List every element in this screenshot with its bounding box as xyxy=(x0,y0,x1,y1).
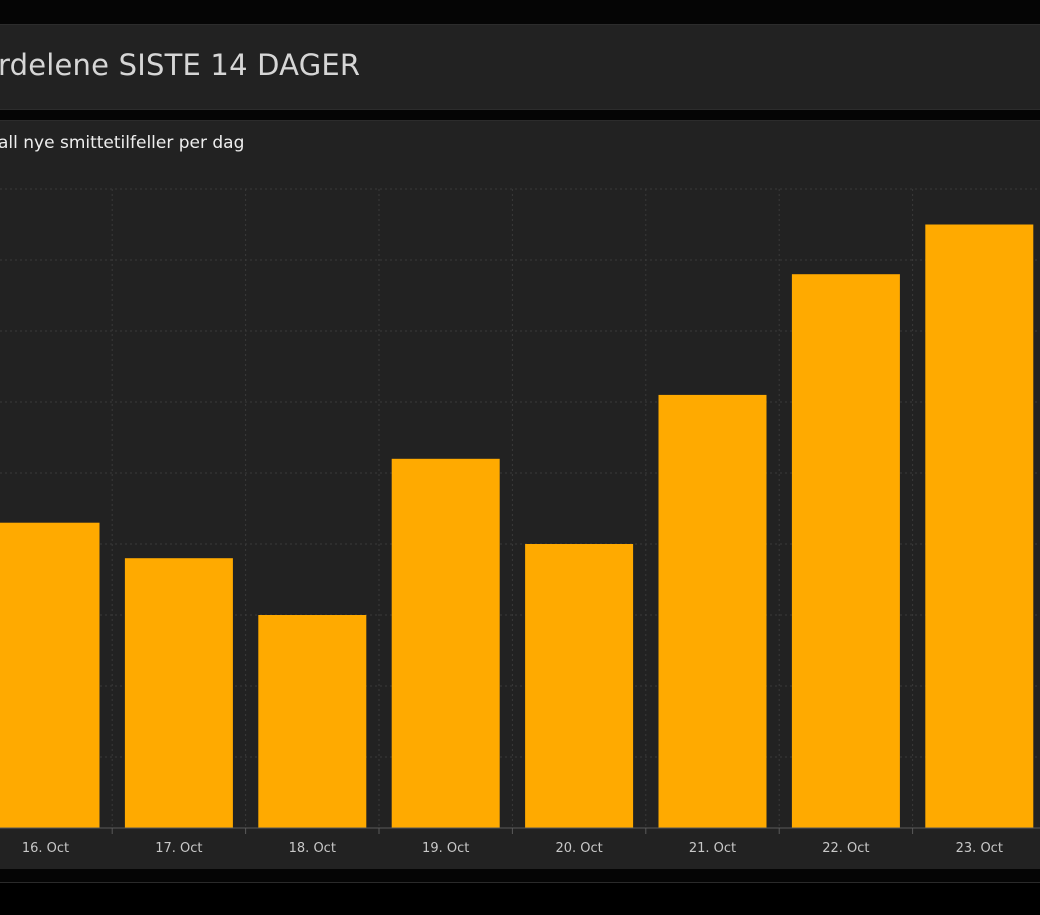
x-tick-label: 21. Oct xyxy=(689,841,736,856)
x-axis-labels: 16. Oct 17. Oct 18. Oct 19. Oct 20. Oct 21. O… xyxy=(22,841,1003,856)
x-axis xyxy=(0,827,1040,834)
bar-chart: 16. Oct 17. Oct 18. Oct 19. Oct 20. Oct 21. O… xyxy=(0,188,1040,856)
bar-16-oct xyxy=(0,522,100,828)
bar-17-oct xyxy=(124,558,233,828)
bar-19-oct xyxy=(391,458,500,828)
chart-subtitle: all nye smittetilfeller per dag xyxy=(0,133,245,153)
x-tick-label: 23. Oct xyxy=(956,841,1003,856)
x-tick-label: 18. Oct xyxy=(289,841,336,856)
header-panel: rdelene SISTE 14 DAGER xyxy=(0,24,1040,110)
bar-21-oct xyxy=(658,394,767,828)
x-tick-label: 19. Oct xyxy=(422,841,469,856)
bottom-band xyxy=(0,882,1040,915)
bar-23-oct xyxy=(925,224,1034,828)
bar-18-oct xyxy=(258,615,367,828)
x-tick-label: 16. Oct xyxy=(22,841,69,856)
x-tick-label: 22. Oct xyxy=(822,841,869,856)
page-title: rdelene SISTE 14 DAGER xyxy=(0,48,361,82)
chart-bars xyxy=(0,224,1034,828)
bar-22-oct xyxy=(791,274,900,828)
bar-20-oct xyxy=(525,544,634,828)
chart-panel: 16. Oct 17. Oct 18. Oct 19. Oct 20. Oct 21. O… xyxy=(0,120,1040,869)
x-tick-label: 17. Oct xyxy=(155,841,202,856)
x-tick-label: 20. Oct xyxy=(555,841,602,856)
